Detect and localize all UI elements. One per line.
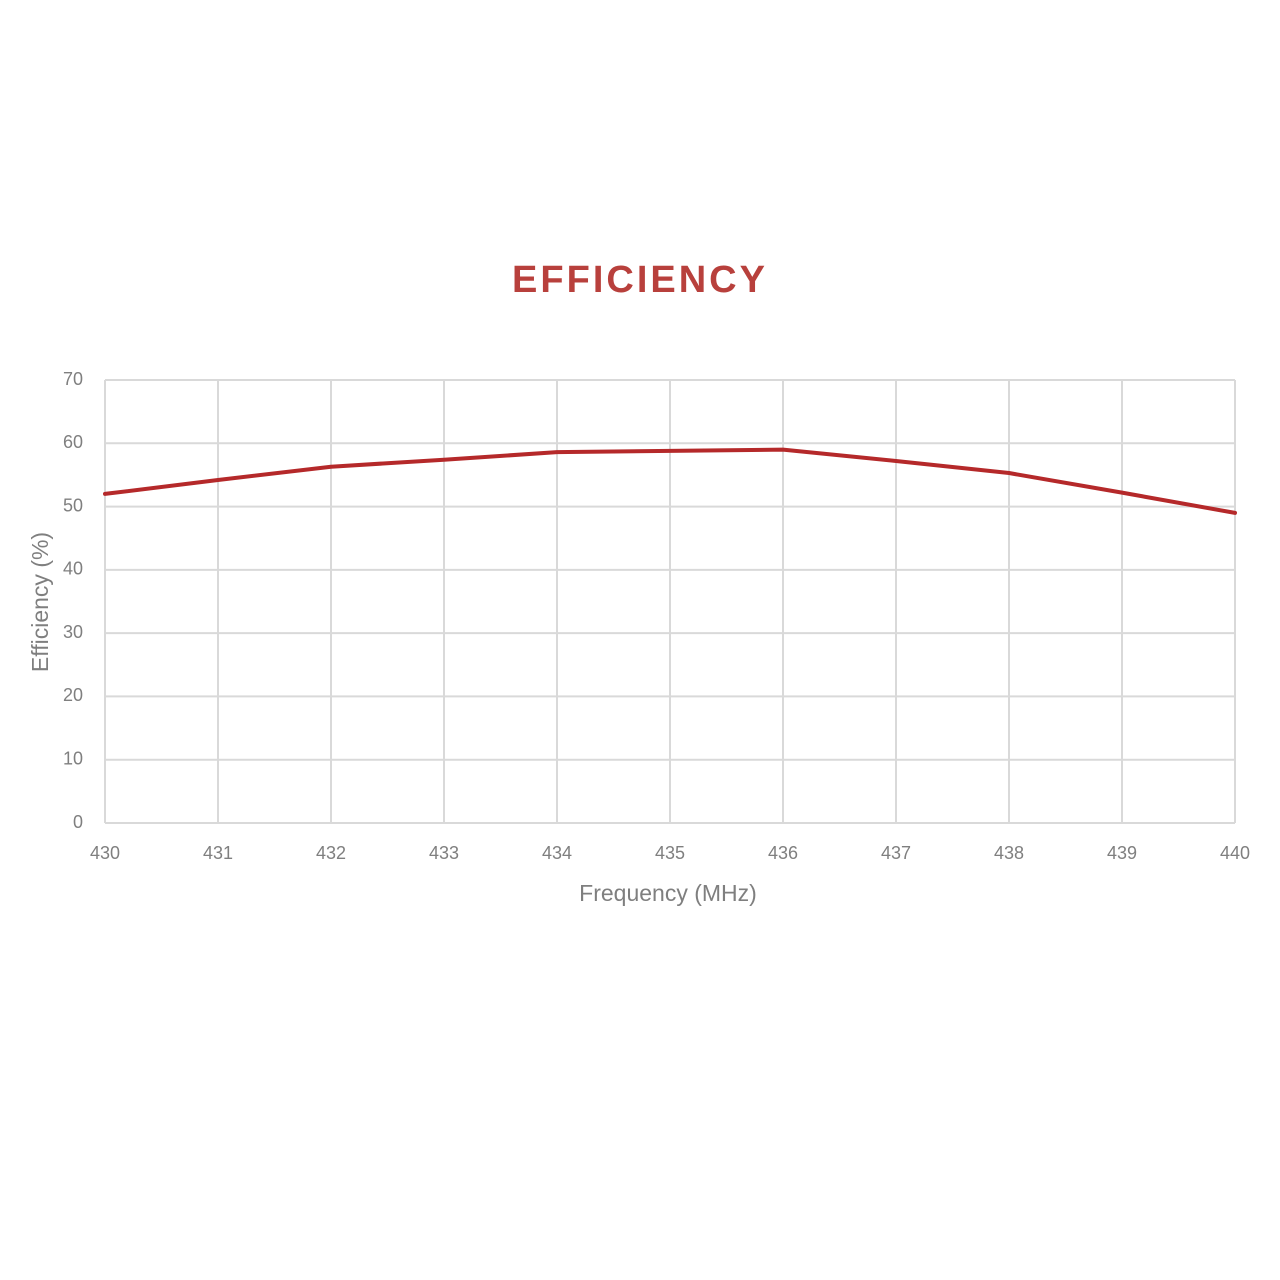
x-tick-label: 433 <box>429 843 459 863</box>
y-tick-label: 10 <box>63 748 83 768</box>
x-tick-label: 435 <box>655 843 685 863</box>
x-tick-label: 430 <box>90 843 120 863</box>
y-tick-label: 60 <box>63 432 83 452</box>
y-tick-label: 70 <box>63 369 83 389</box>
x-tick-label: 431 <box>203 843 233 863</box>
y-tick-label: 0 <box>73 812 83 832</box>
data-line <box>103 447 1237 515</box>
x-tick-label: 440 <box>1220 843 1250 863</box>
y-tick-label: 20 <box>63 685 83 705</box>
x-tick-label: 439 <box>1107 843 1137 863</box>
x-tick-label: 436 <box>768 843 798 863</box>
x-tick-label: 438 <box>994 843 1024 863</box>
x-tick-label: 434 <box>542 843 572 863</box>
y-axis-title: Efficiency (%) <box>27 532 53 672</box>
x-axis-title: Frequency (MHz) <box>579 880 757 906</box>
y-tick-label: 40 <box>63 559 83 579</box>
chart-title: EFFICIENCY <box>512 259 768 301</box>
x-tick-label: 432 <box>316 843 346 863</box>
y-tick-label: 30 <box>63 622 83 642</box>
y-tick-label: 50 <box>63 495 83 515</box>
x-tick-label: 437 <box>881 843 911 863</box>
